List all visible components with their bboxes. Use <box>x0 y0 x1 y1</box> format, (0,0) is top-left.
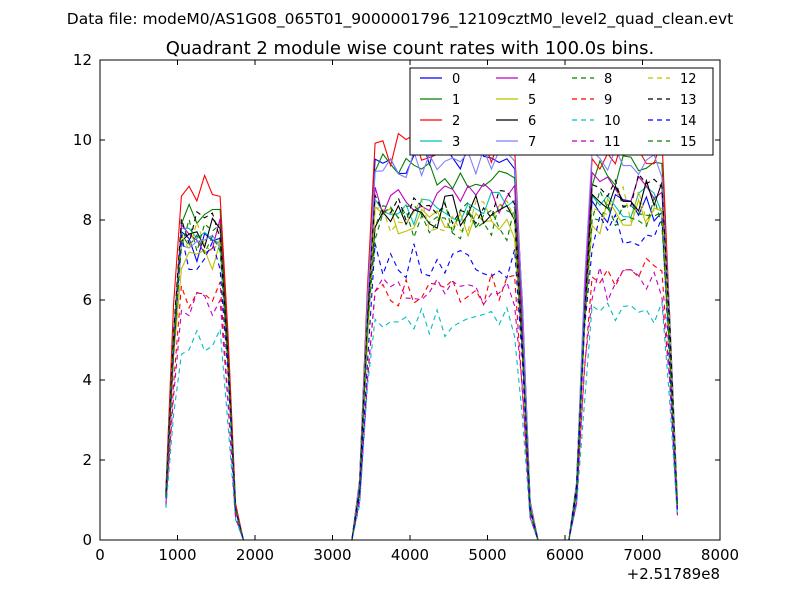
y-tick-label: 10 <box>73 131 92 149</box>
x-tick-label: 5000 <box>468 546 506 564</box>
series-line-14 <box>165 213 678 540</box>
legend-label: 1 <box>452 93 460 108</box>
legend-label: 13 <box>680 93 697 108</box>
series-line-8 <box>165 188 678 540</box>
legend-label: 10 <box>604 114 621 129</box>
series-line-3 <box>165 186 678 540</box>
x-tick-label: 3000 <box>313 546 351 564</box>
x-tick-label: 0 <box>95 546 105 564</box>
x-tick-label: 4000 <box>391 546 429 564</box>
legend-box <box>409 67 714 156</box>
y-tick-label: 12 <box>73 51 92 69</box>
y-tick-label: 0 <box>82 531 92 549</box>
legend-label: 8 <box>604 72 612 87</box>
y-tick-label: 8 <box>82 211 92 229</box>
legend-label: 15 <box>680 135 697 150</box>
series-layer <box>165 132 678 540</box>
x-tick-label: 8000 <box>701 546 739 564</box>
series-line-10 <box>165 301 678 540</box>
x-tick-label: 7000 <box>623 546 661 564</box>
series-line-4 <box>165 171 678 540</box>
series-line-6 <box>165 178 678 540</box>
x-tick-label: 6000 <box>546 546 584 564</box>
suptitle: Data file: modeM0/AS1G08_065T01_90000017… <box>67 10 733 29</box>
x-tick-label: 2000 <box>236 546 274 564</box>
y-tick-label: 6 <box>82 291 92 309</box>
legend-label: 12 <box>680 72 697 87</box>
legend-label: 6 <box>528 114 536 129</box>
legend-label: 11 <box>604 135 621 150</box>
series-line-12 <box>165 185 678 540</box>
series-line-13 <box>165 172 678 540</box>
series-line-2 <box>165 132 678 540</box>
series-line-5 <box>165 197 678 540</box>
legend-label: 14 <box>680 114 697 129</box>
x-offset-label: +2.51789e8 <box>627 565 720 583</box>
y-tick-label: 2 <box>82 451 92 469</box>
legend-label: 7 <box>528 135 536 150</box>
series-line-7 <box>165 147 678 540</box>
legend-label: 0 <box>452 72 460 87</box>
x-tick-label: 1000 <box>158 546 196 564</box>
series-line-9 <box>165 257 678 540</box>
legend-label: 5 <box>528 93 536 108</box>
series-line-15 <box>165 196 678 540</box>
y-tick-label: 4 <box>82 371 92 389</box>
legend-label: 4 <box>528 72 536 87</box>
x-axis: 0 1000 2000 3000 4000 5000 6000 7000 8000 <box>95 60 739 564</box>
series-line-11 <box>165 267 678 540</box>
legend-label: 3 <box>452 135 460 150</box>
legend-label: 2 <box>452 114 460 129</box>
chart-title: Quadrant 2 module wise count rates with … <box>166 38 655 59</box>
series-line-1 <box>165 152 678 540</box>
legend-label: 9 <box>604 93 612 108</box>
